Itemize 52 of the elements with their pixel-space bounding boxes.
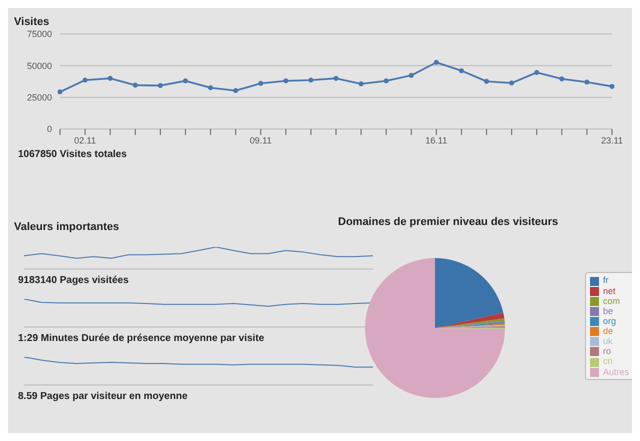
legend-label: ro: [602, 346, 611, 356]
point: [408, 72, 414, 78]
y-tick-label: 75000: [26, 29, 52, 40]
point: [334, 76, 338, 81]
x-tick-label: 23.11: [601, 135, 623, 146]
pie-slice: [435, 318, 505, 328]
chart-title: Domaines de premier niveau des visiteurs: [338, 215, 560, 230]
legend-label: be: [602, 306, 613, 316]
legend-label: de: [602, 326, 613, 336]
point: [559, 76, 564, 82]
chart-title: Visites: [13, 15, 50, 30]
legend-label: uk: [602, 336, 612, 346]
x-tick-label: 09.11: [250, 135, 272, 146]
point: [434, 60, 439, 65]
legend-label: net: [602, 286, 616, 296]
x-tick-label: 02.11: [74, 135, 96, 146]
legend-label: Autres: [602, 366, 629, 376]
point: [384, 78, 389, 84]
point: [58, 89, 62, 94]
point: [108, 76, 113, 81]
point: [283, 78, 288, 84]
legend-label: cn: [602, 356, 612, 366]
text: 1:29 Minutes Durée de présence moyenne par visite: [17, 332, 266, 344]
text: 9183140 Pages visitées: [17, 274, 130, 286]
point: [484, 78, 490, 84]
point: [509, 80, 514, 86]
point: [233, 88, 238, 94]
chart-title: Valeurs importantes: [14, 221, 120, 233]
point: [82, 78, 88, 83]
point: [534, 70, 540, 76]
y-tick-label: 50000: [26, 60, 52, 71]
legend-label: org: [602, 316, 616, 326]
point: [358, 81, 364, 86]
text: 8.59 Pages par visiteur en moyenne: [17, 390, 189, 402]
legend-label: fr: [602, 275, 608, 286]
point: [132, 82, 138, 88]
point: [610, 84, 614, 89]
point: [258, 80, 264, 86]
pie-slice: [435, 312, 504, 328]
point: [208, 85, 214, 90]
pie-slice: [435, 258, 504, 328]
y-tick-label: 0: [46, 124, 52, 134]
point: [158, 83, 163, 88]
point: [458, 68, 464, 74]
x-tick-label: 16.11: [425, 135, 448, 146]
text: 1067850 Visites totales: [17, 148, 128, 160]
point: [584, 80, 590, 85]
y-tick-label: 25000: [26, 92, 52, 103]
point: [308, 78, 314, 83]
legend-label: com: [602, 296, 620, 306]
pie-slice: [365, 258, 505, 398]
point: [182, 78, 188, 84]
